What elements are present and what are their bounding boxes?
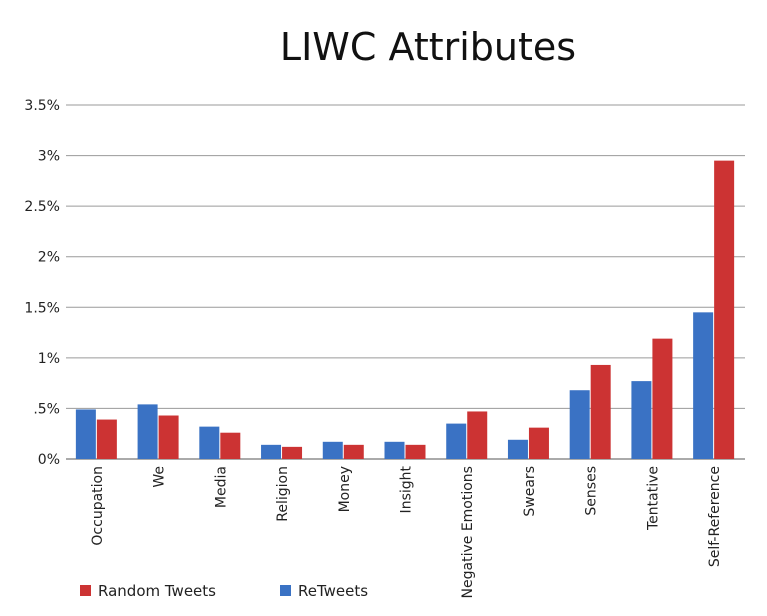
bar-random-tweets bbox=[652, 338, 673, 459]
bar-retweets bbox=[693, 312, 714, 459]
y-tick-label: 3% bbox=[38, 149, 60, 165]
bar-retweets bbox=[137, 404, 158, 459]
x-tick-label: Self-Reference bbox=[707, 466, 723, 567]
bar-random-tweets bbox=[220, 432, 241, 459]
x-tick-label: Media bbox=[213, 466, 229, 508]
bar-retweets bbox=[384, 441, 405, 459]
bar-retweets bbox=[569, 390, 590, 459]
x-tick-label: Insight bbox=[399, 465, 415, 513]
x-tick-label: Religion bbox=[275, 466, 291, 522]
y-tick-label: 3.5% bbox=[24, 98, 60, 114]
bar-retweets bbox=[75, 409, 96, 459]
gridlines bbox=[66, 104, 745, 460]
legend-swatch bbox=[280, 585, 291, 596]
bar-random-tweets bbox=[714, 160, 735, 459]
bar-retweets bbox=[322, 441, 343, 459]
legend-swatch bbox=[80, 585, 91, 596]
x-tick-label: Money bbox=[337, 466, 353, 512]
legend-label: ReTweets bbox=[298, 582, 368, 600]
bar-random-tweets bbox=[405, 444, 426, 459]
y-tick-label: 2% bbox=[38, 250, 60, 266]
x-tick-label: Negative Emotions bbox=[460, 466, 476, 598]
bar-random-tweets bbox=[343, 444, 364, 459]
x-axis: Occupation We Media Religion Money Insight Neg… bbox=[90, 465, 723, 598]
bar-random-tweets bbox=[528, 427, 549, 459]
x-tick-label: We bbox=[152, 466, 168, 488]
bar-retweets bbox=[261, 444, 282, 459]
y-tick-label: 1.5% bbox=[24, 300, 60, 316]
bar-random-tweets bbox=[467, 411, 488, 459]
bar-retweets bbox=[446, 423, 467, 459]
x-tick-label: Tentative bbox=[645, 466, 661, 531]
y-tick-label: 1% bbox=[38, 351, 60, 367]
bar-random-tweets bbox=[96, 419, 117, 459]
x-tick-label: Swears bbox=[522, 466, 538, 517]
y-axis: 0% .5% 1% 1.5% 2% 2.5% 3% 3.5% bbox=[24, 98, 60, 468]
bar-random-tweets bbox=[590, 364, 611, 459]
chart-title: LIWC Attributes bbox=[280, 25, 576, 69]
bar-retweets bbox=[199, 426, 220, 459]
bar-random-tweets bbox=[158, 415, 179, 459]
x-tick-label: Occupation bbox=[90, 466, 106, 546]
legend-label: Random Tweets bbox=[98, 582, 216, 600]
y-tick-label: .5% bbox=[33, 401, 60, 417]
bar-retweets bbox=[631, 381, 652, 459]
bars bbox=[75, 160, 735, 459]
bar-retweets bbox=[507, 439, 528, 459]
bar-random-tweets bbox=[282, 446, 303, 459]
y-tick-label: 0% bbox=[38, 452, 60, 468]
legend: Random Tweets ReTweets bbox=[80, 582, 368, 600]
x-tick-label: Senses bbox=[584, 466, 600, 516]
y-tick-label: 2.5% bbox=[24, 199, 60, 215]
